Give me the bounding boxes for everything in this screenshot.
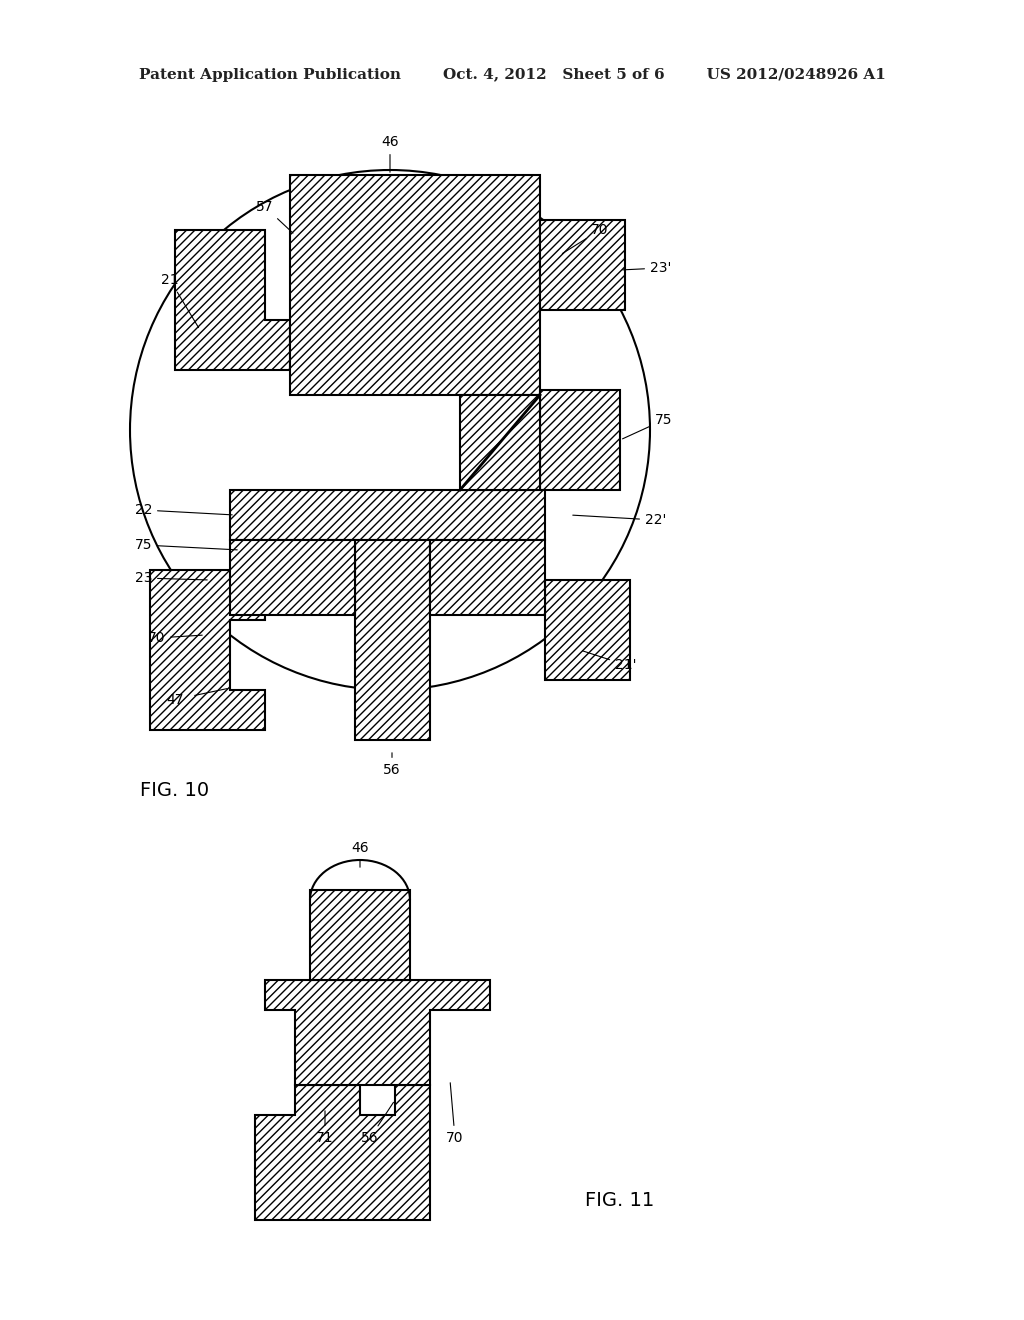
Text: 47: 47	[166, 693, 183, 708]
Polygon shape	[310, 890, 410, 979]
Text: 71: 71	[316, 1111, 334, 1144]
Polygon shape	[545, 579, 630, 680]
Text: Patent Application Publication        Oct. 4, 2012   Sheet 5 of 6        US 2012: Patent Application Publication Oct. 4, 2…	[138, 69, 886, 82]
Text: 21': 21'	[583, 651, 637, 672]
Text: 23': 23'	[623, 261, 672, 275]
Text: 75: 75	[623, 413, 673, 438]
Polygon shape	[255, 1085, 430, 1220]
Text: 75: 75	[134, 539, 238, 552]
Polygon shape	[230, 490, 545, 540]
Text: 70: 70	[562, 223, 608, 253]
Text: 46: 46	[351, 841, 369, 867]
Polygon shape	[430, 540, 545, 615]
Polygon shape	[230, 540, 355, 615]
Text: FIG. 11: FIG. 11	[586, 1191, 654, 1209]
Text: 56: 56	[383, 752, 400, 777]
Text: 70: 70	[446, 1082, 464, 1144]
Text: 22': 22'	[572, 513, 667, 527]
Text: 57: 57	[256, 201, 293, 234]
Polygon shape	[265, 979, 490, 1085]
Polygon shape	[460, 395, 540, 490]
Polygon shape	[290, 176, 540, 395]
Text: 23: 23	[134, 572, 207, 585]
Text: 70: 70	[147, 631, 202, 645]
Text: 22: 22	[134, 503, 232, 517]
Polygon shape	[150, 570, 265, 730]
Polygon shape	[540, 389, 620, 490]
Text: 21: 21	[161, 273, 199, 327]
Polygon shape	[540, 220, 625, 310]
Polygon shape	[355, 540, 430, 741]
Polygon shape	[175, 230, 290, 370]
Text: 46: 46	[381, 135, 398, 172]
Text: 56: 56	[361, 1102, 393, 1144]
Text: FIG. 10: FIG. 10	[140, 780, 210, 800]
